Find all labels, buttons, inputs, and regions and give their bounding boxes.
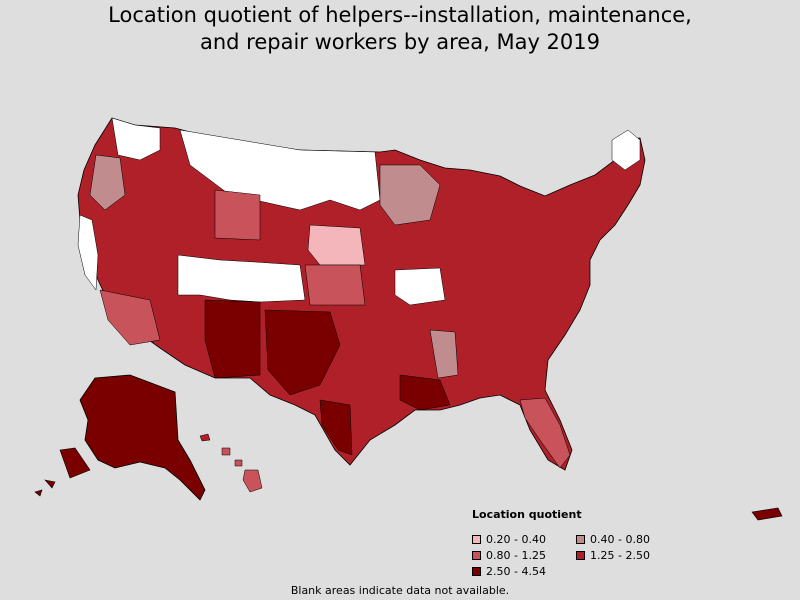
legend-item-0.80-1.25: 0.80 - 1.25 xyxy=(472,548,576,562)
region-west-texas-oklahoma xyxy=(264,309,341,396)
region-upper-midwest-mid xyxy=(379,164,441,226)
legend-grid: 0.20 - 0.40 0.40 - 0.80 0.80 - 1.25 1.25… xyxy=(472,532,680,578)
legend-label: 2.50 - 4.54 xyxy=(486,564,546,578)
blank-region-colorado-wyoming xyxy=(177,254,306,303)
puerto-rico xyxy=(751,507,783,521)
legend-label: 0.20 - 0.40 xyxy=(486,532,546,546)
region-kansas-central xyxy=(304,264,366,306)
map-title: Location quotient of helpers--installati… xyxy=(0,2,800,56)
footnote: Blank areas indicate data not available. xyxy=(290,584,510,597)
blank-region-california-coast xyxy=(77,214,99,291)
legend-swatch xyxy=(472,550,481,560)
alaska xyxy=(79,374,206,501)
legend-swatch xyxy=(576,534,585,544)
legend-swatch xyxy=(576,550,585,560)
legend-label: 0.80 - 1.25 xyxy=(486,548,546,562)
legend-label: 1.25 - 2.50 xyxy=(590,548,650,562)
legend-item-0.20-0.40: 0.20 - 0.40 xyxy=(472,532,576,546)
region-mississippi xyxy=(429,329,459,379)
blank-region-pacific-northwest xyxy=(111,117,161,161)
legend-item-2.50-4.54: 2.50 - 4.54 xyxy=(472,564,576,578)
region-kansas-nebraska-light xyxy=(307,224,366,266)
legend-item-1.25-2.50: 1.25 - 2.50 xyxy=(576,548,680,562)
alaska-aleutians xyxy=(34,447,91,497)
legend-swatch xyxy=(472,534,481,544)
hawaii xyxy=(199,433,263,493)
blank-region-maine xyxy=(611,129,641,171)
blank-region-missouri xyxy=(394,267,446,306)
legend: Location quotient 0.20 - 0.40 0.40 - 0.8… xyxy=(472,508,680,578)
region-california-south xyxy=(99,289,161,346)
region-florida xyxy=(519,397,571,469)
title-line-2: and repair workers by area, May 2019 xyxy=(199,30,600,54)
legend-swatch xyxy=(472,566,481,576)
legend-item-0.40-0.80: 0.40 - 0.80 xyxy=(576,532,680,546)
region-wyoming xyxy=(214,189,261,241)
legend-title: Location quotient xyxy=(472,508,582,521)
region-gulf-coast xyxy=(399,374,451,411)
contiguous-us xyxy=(77,117,646,471)
region-south-texas xyxy=(319,399,353,456)
region-new-mexico xyxy=(204,299,261,379)
blank-region-montana-dakotas xyxy=(179,129,381,211)
title-line-1: Location quotient of helpers--installati… xyxy=(108,3,692,27)
legend-label: 0.40 - 0.80 xyxy=(590,532,650,546)
region-oregon-interior xyxy=(89,154,126,211)
